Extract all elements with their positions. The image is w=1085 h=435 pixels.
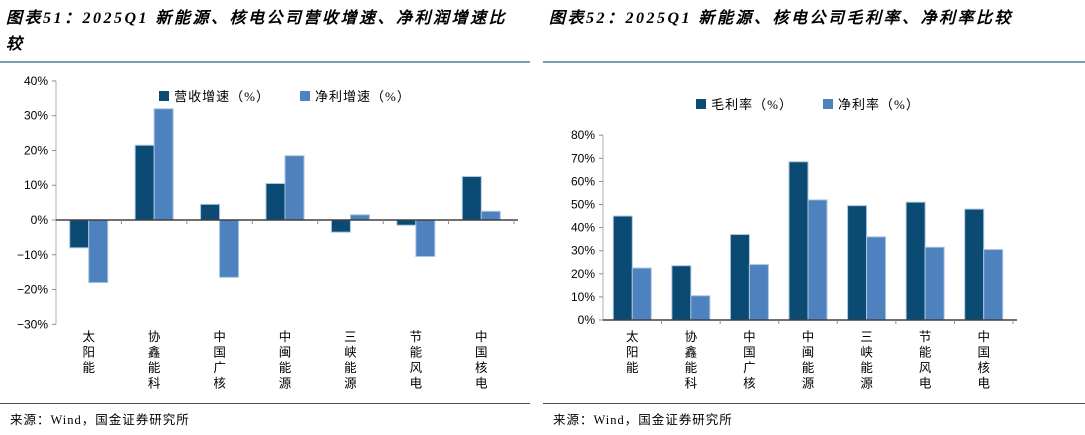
- bar-series1: [964, 208, 985, 321]
- bar-series1: [200, 203, 221, 221]
- bar-series1: [265, 183, 286, 221]
- category-label: 节能风电: [916, 330, 931, 392]
- bar-chart-canvas: −30% −20% −10% 0% 10% 20% 30% 40%: [17, 74, 518, 331]
- y-tick-label: 0%: [578, 313, 596, 327]
- category-label: 太阳能: [80, 330, 95, 377]
- y-tick-label: −10%: [17, 248, 48, 262]
- category-label: 中国广核: [211, 330, 226, 392]
- figure-52-title: 图表52：2025Q1 新能源、核电公司毛利率、净利率比较: [549, 10, 1014, 27]
- bar-series1: [729, 234, 750, 321]
- bar-series1: [671, 265, 692, 321]
- bar-series2: [88, 219, 109, 284]
- bar-series2: [807, 199, 828, 321]
- bar-series1: [905, 201, 926, 321]
- bar-series1: [847, 205, 868, 321]
- y-tick-label: 20%: [571, 267, 595, 281]
- y-tick-label: 70%: [571, 151, 595, 165]
- category-label: 中国核电: [472, 330, 487, 392]
- bar-series2: [480, 210, 501, 221]
- bar-series1: [788, 161, 809, 321]
- bar-series2: [349, 214, 370, 221]
- bar-series2: [284, 155, 305, 221]
- y-tick-label: 30%: [24, 109, 48, 123]
- y-tick-label: −30%: [17, 317, 48, 331]
- y-tick-label: 60%: [571, 174, 595, 188]
- y-tick-label: 20%: [24, 143, 48, 157]
- category-label: 协鑫能科: [682, 330, 697, 392]
- y-tick-label: 10%: [571, 290, 595, 304]
- category-label: 协鑫能科: [145, 330, 160, 392]
- bar-series2: [219, 219, 240, 278]
- y-tick-label: 40%: [24, 74, 48, 88]
- bar-series1: [330, 219, 351, 233]
- bar-series2: [415, 219, 436, 257]
- bar-series2: [748, 264, 769, 321]
- y-tick-label: 30%: [571, 244, 595, 258]
- bar-series2: [983, 249, 1004, 321]
- growth-comparison-chart: −30% −20% −10% 0% 10% 20% 30% 40% 营收增速（%） 净利增速（%）…: [0, 62, 530, 403]
- figure-51: 图表51：2025Q1 新能源、核电公司营收增速、净利润增速比较 −30% −20…: [0, 0, 530, 435]
- figure-51-source-divider: [0, 403, 530, 404]
- figure-52-source-note: 来源：Wind，国金证券研究所: [553, 413, 733, 427]
- bar-chart-canvas: 0% 10% 20% 30% 40% 50% 60% 70% 80%: [571, 128, 1017, 327]
- figure-52-source-divider: [543, 403, 1085, 404]
- y-tick-label: 80%: [571, 128, 595, 142]
- category-label: 太阳能: [623, 330, 638, 377]
- margin-comparison-chart: 0% 10% 20% 30% 40% 50% 60% 70% 80% 毛利率（%） 净利率（%） 太阳…: [543, 62, 1085, 403]
- bar-series2: [690, 295, 711, 321]
- bar-series1: [461, 176, 482, 221]
- figure-51-source-note: 来源：Wind，国金证券研究所: [10, 413, 190, 427]
- bar-series2: [631, 267, 652, 321]
- category-label: 中闽能源: [799, 330, 814, 392]
- category-label: 节能风电: [407, 330, 422, 392]
- figure-52-title-underline: [543, 61, 1085, 63]
- figure-51-title: 图表51：2025Q1 新能源、核电公司营收增速、净利润增速比较: [6, 10, 508, 53]
- category-label: 三峡能源: [858, 330, 873, 392]
- bar-series1: [134, 144, 155, 221]
- bar-series1: [612, 215, 633, 321]
- y-tick-label: 0%: [31, 213, 49, 227]
- bar-series2: [866, 236, 887, 321]
- bar-series1: [396, 219, 417, 226]
- bar-series2: [924, 246, 945, 321]
- y-tick-label: 10%: [24, 178, 48, 192]
- bar-series1: [69, 219, 90, 249]
- y-tick-label: 50%: [571, 198, 595, 212]
- figure-52: 图表52：2025Q1 新能源、核电公司毛利率、净利率比较 0% 10% 20% 30…: [543, 0, 1085, 435]
- category-label: 中国广核: [740, 330, 755, 392]
- figure-51-title-underline: [0, 61, 530, 63]
- y-tick-label: −20%: [17, 283, 48, 297]
- category-label: 三峡能源: [341, 330, 356, 392]
- category-label: 中闽能源: [276, 330, 291, 392]
- bar-series2: [153, 108, 174, 221]
- category-label: 中国核电: [975, 330, 990, 392]
- y-tick-label: 40%: [571, 221, 595, 235]
